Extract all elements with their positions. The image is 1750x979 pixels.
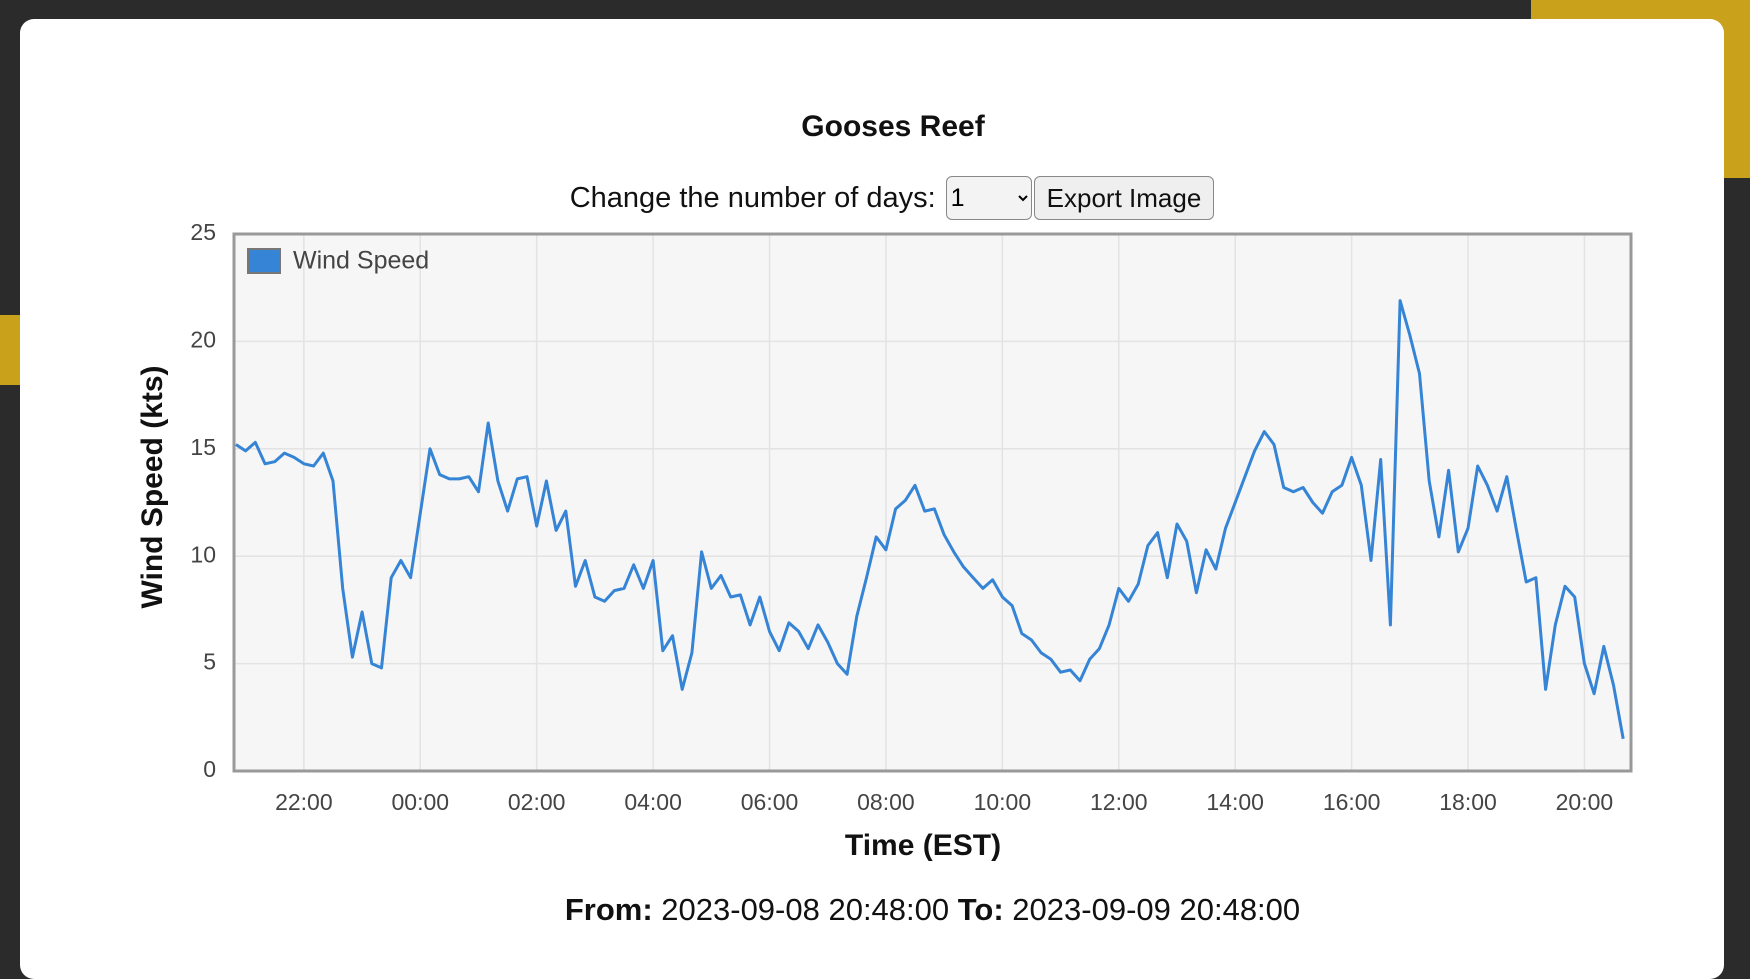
x-tick-label: 08:00	[857, 789, 915, 815]
chart-title: Gooses Reef	[801, 110, 985, 143]
x-tick-label: 06:00	[741, 789, 799, 815]
y-tick-label: 5	[203, 649, 216, 675]
y-tick-label: 10	[190, 541, 216, 567]
x-tick-label: 00:00	[391, 789, 449, 815]
to-label: To:	[957, 892, 1004, 927]
plot-border	[232, 232, 1633, 773]
x-tick-label: 20:00	[1556, 789, 1614, 815]
x-tick-label: 22:00	[275, 789, 333, 815]
to-date: 2023-09-09 20:48:00	[1012, 892, 1301, 927]
y-tick-label: 20	[190, 326, 216, 352]
from-label: From:	[564, 892, 653, 927]
x-tick-label: 12:00	[1090, 789, 1148, 815]
controls: Change the number of days: 1 Export Imag…	[20, 176, 1750, 220]
legend-label: Wind Speed	[293, 247, 429, 275]
plot-area	[234, 234, 1631, 771]
x-tick-label: 18:00	[1439, 789, 1497, 815]
y-tick-label: 0	[203, 756, 216, 782]
x-tick-label: 02:00	[508, 789, 566, 815]
x-tick-label: 04:00	[624, 789, 682, 815]
from-date: 2023-09-08 20:48:00	[661, 892, 950, 927]
y-axis-title: Wind Speed (kts)	[136, 365, 169, 608]
date-range: From: 2023-09-08 20:48:00 To: 2023-09-09…	[234, 892, 1631, 928]
data-line	[235, 299, 1625, 740]
x-tick-label: 14:00	[1206, 789, 1264, 815]
chart: Wind Speed (kts) Time (EST) 0 5 10 15 20 25 22…	[136, 219, 1633, 862]
days-select[interactable]: 1	[945, 176, 1032, 220]
x-axis-title: Time (EST)	[845, 829, 1001, 862]
y-tick-label: 25	[190, 219, 216, 245]
export-button[interactable]: Export Image	[1033, 176, 1215, 220]
x-tick-label: 16:00	[1323, 789, 1381, 815]
x-tick-label: 10:00	[974, 789, 1032, 815]
days-label: Change the number of days:	[569, 181, 936, 214]
legend-swatch	[247, 248, 281, 274]
y-tick-label: 15	[190, 434, 216, 460]
